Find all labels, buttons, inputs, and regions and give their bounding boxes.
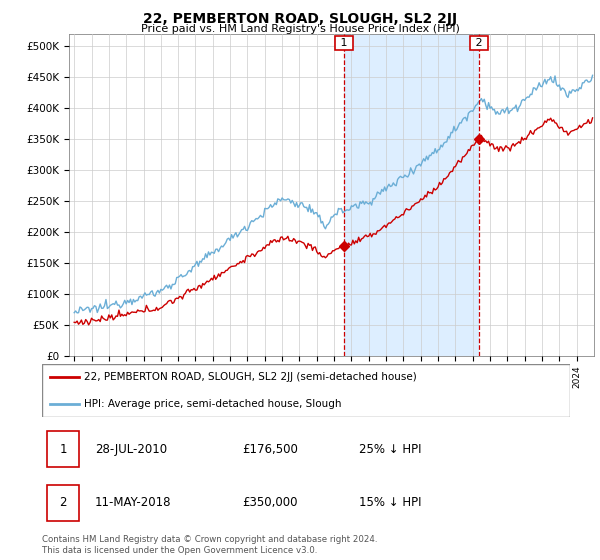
Text: Contains HM Land Registry data © Crown copyright and database right 2024.: Contains HM Land Registry data © Crown c… [42, 535, 377, 544]
Text: 22, PEMBERTON ROAD, SLOUGH, SL2 2JJ (semi-detached house): 22, PEMBERTON ROAD, SLOUGH, SL2 2JJ (sem… [84, 372, 417, 382]
Text: 1: 1 [337, 38, 351, 48]
Text: 28-JUL-2010: 28-JUL-2010 [95, 443, 167, 456]
FancyBboxPatch shape [47, 431, 79, 468]
Text: Price paid vs. HM Land Registry's House Price Index (HPI): Price paid vs. HM Land Registry's House … [140, 24, 460, 34]
Text: 1: 1 [59, 443, 67, 456]
Text: 2: 2 [59, 496, 67, 509]
Text: 22, PEMBERTON ROAD, SLOUGH, SL2 2JJ: 22, PEMBERTON ROAD, SLOUGH, SL2 2JJ [143, 12, 457, 26]
Text: 11-MAY-2018: 11-MAY-2018 [95, 496, 172, 509]
Text: £176,500: £176,500 [242, 443, 299, 456]
FancyBboxPatch shape [42, 364, 570, 417]
Text: £350,000: £350,000 [242, 496, 298, 509]
Text: 2: 2 [472, 38, 486, 48]
FancyBboxPatch shape [47, 484, 79, 521]
Text: 15% ↓ HPI: 15% ↓ HPI [359, 496, 421, 509]
Text: This data is licensed under the Open Government Licence v3.0.: This data is licensed under the Open Gov… [42, 546, 317, 555]
Text: HPI: Average price, semi-detached house, Slough: HPI: Average price, semi-detached house,… [84, 399, 342, 409]
Bar [344, 34, 479, 356]
Text: 25% ↓ HPI: 25% ↓ HPI [359, 443, 421, 456]
